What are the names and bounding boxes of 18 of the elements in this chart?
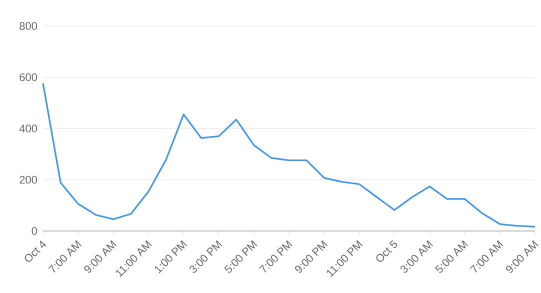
x-tick-label: 7:00 PM	[259, 240, 292, 273]
x-tick-label: 9:00 AM	[506, 240, 538, 273]
x-tick-label: 9:00 AM	[84, 240, 117, 273]
x-tick-label: 5:00 PM	[224, 240, 258, 273]
x-tick-label: Oct 5	[376, 240, 398, 262]
x-tick-label: 7:00 AM	[470, 240, 504, 273]
y-tick-label: 600	[20, 73, 38, 82]
x-tick-label: 5:00 AM	[435, 240, 468, 273]
x-tick-label: 3:00 AM	[400, 240, 433, 273]
x-tick-label: 7:00 AM	[48, 240, 82, 273]
x-tick-label: 3:00 PM	[190, 240, 222, 273]
y-tick-label: 200	[20, 176, 38, 184]
y-tick-label: 800	[20, 22, 38, 30]
line-series	[42, 82, 536, 228]
y-tick-label: 0	[32, 227, 38, 235]
x-tick-label: Oct 4	[24, 240, 46, 262]
x-tick-label: 9:00 PM	[295, 240, 328, 273]
y-tick-label: 400	[19, 124, 38, 132]
